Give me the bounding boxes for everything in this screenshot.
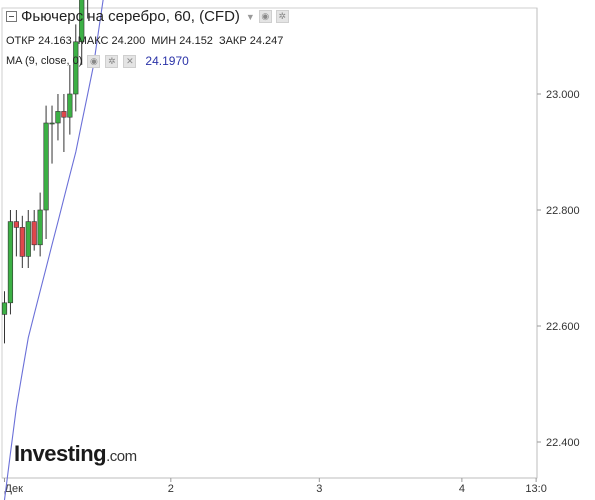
candle-body — [61, 111, 67, 118]
high-label: МАКС — [77, 35, 109, 47]
chart-header: Фьючерс на серебро, 60, (CFD) ▼ ◉ ✲ — [6, 8, 289, 25]
indicator-label: MA (9, close, 0) — [6, 55, 83, 67]
gear-icon[interactable]: ✲ — [275, 10, 289, 23]
indicator-legend: MA (9, close, 0) ◉ ✲ ✕ 24.1970 — [6, 54, 189, 68]
close-label: ЗАКР — [218, 35, 247, 47]
candle-body — [25, 221, 31, 257]
candle-body — [67, 93, 73, 118]
eye-icon[interactable]: ◉ — [87, 54, 101, 68]
y-tick-label: 22.600 — [546, 321, 580, 333]
candle-body — [31, 221, 37, 246]
x-tick-label: 2 — [168, 483, 174, 495]
instrument-title: Фьючерс на серебро, 60, (CFD) — [21, 8, 240, 25]
ohlc-readout: ОТКР 24.163 МАКС 24.200 МИН 24.152 ЗАКР … — [6, 35, 283, 47]
close-icon[interactable]: ✕ — [123, 54, 137, 68]
investing-logo[interactable]: Investing.com — [14, 441, 137, 467]
candle-body — [55, 111, 61, 124]
candle-body — [49, 122, 55, 125]
low-value: 24.152 — [179, 35, 213, 47]
candle-body — [13, 221, 19, 228]
high-value: 24.200 — [111, 35, 146, 47]
gear-icon[interactable]: ✲ — [105, 54, 119, 68]
plot-frame — [1, 7, 538, 479]
x-tick-label: 4 — [459, 483, 465, 495]
indicator-value: 24.1970 — [145, 54, 189, 68]
eye-icon[interactable]: ◉ — [258, 10, 272, 23]
x-tick-label: Дек — [5, 483, 24, 495]
candle-body — [43, 122, 49, 211]
low-readout: МИН 24.152 — [151, 35, 213, 47]
open-readout: ОТКР 24.163 — [6, 35, 72, 47]
y-tick-label: 23.000 — [546, 89, 580, 101]
open-label: ОТКР — [6, 35, 36, 47]
candle-body — [79, 0, 85, 43]
chevron-down-icon[interactable]: ▼ — [245, 11, 255, 22]
logo-suffix: .com — [106, 448, 137, 465]
x-tick-label: 13:0 — [525, 483, 546, 495]
candle-body — [37, 209, 43, 246]
high-readout: МАКС 24.200 — [78, 35, 145, 47]
close-value: 24.247 — [249, 35, 284, 47]
candle-body — [1, 302, 8, 315]
y-tick-label: 22.400 — [546, 437, 580, 449]
ma-line — [3, 0, 104, 500]
collapse-toggle[interactable] — [6, 11, 17, 22]
candle-body — [7, 221, 14, 304]
y-tick-label: 22.800 — [546, 205, 580, 217]
low-label: МИН — [151, 35, 177, 47]
logo-name: Investing — [14, 441, 107, 466]
candle-body — [73, 41, 79, 95]
x-tick-label: 3 — [316, 483, 322, 495]
candle-body — [19, 227, 25, 257]
open-value: 24.163 — [38, 35, 72, 47]
close-readout: ЗАКР 24.247 — [219, 35, 283, 47]
